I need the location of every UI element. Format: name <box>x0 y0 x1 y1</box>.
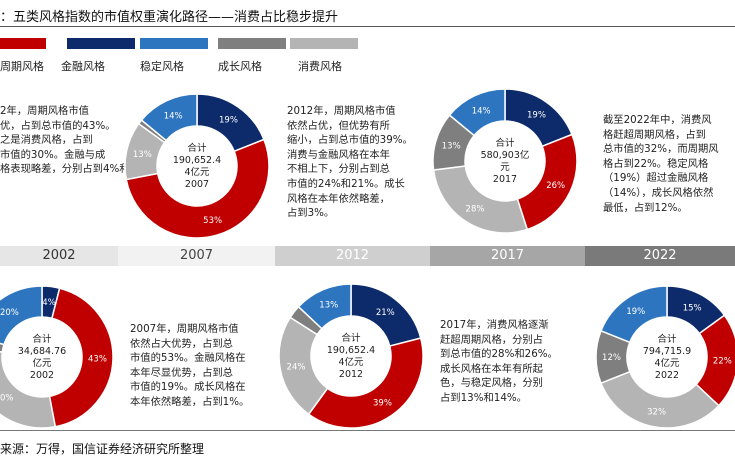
legend-swatch-growth <box>218 38 286 49</box>
donut-center-line-2007-3: 2007 <box>185 179 209 190</box>
legend-swatch-stable <box>140 38 208 49</box>
slice-cycle-2002 <box>48 287 114 428</box>
slice-stable-2017 <box>448 88 506 137</box>
year-label-2022: 2022 <box>643 248 677 263</box>
legend-label-growth: 成长风格 <box>218 60 262 73</box>
donut-center-line-2002-0: 合计 <box>32 333 52 345</box>
slice-label-stable-2012: 13% <box>319 301 338 311</box>
donut-center-line-2012-3: 2012 <box>339 369 363 380</box>
donut-center-line-2017-2: 元 <box>500 162 510 173</box>
legend-swatch-finance <box>67 38 135 49</box>
note-2007: 2007年，周期风格市值 依然占大优势，占到总 市值的53%。金融风格在 本年尽… <box>130 323 250 408</box>
donut-center-line-2002-1: 34,684.76 <box>18 346 66 357</box>
slice-stable-2002 <box>0 285 43 346</box>
year-band-2012: 2012 <box>275 246 430 266</box>
donut-center-line-2002-2: 亿元 <box>32 357 52 369</box>
slice-label-consumer-2002: 30% <box>0 393 13 403</box>
legend-swatch-cycle <box>0 38 46 49</box>
legend-label-consumer: 消费风格 <box>298 60 342 73</box>
year-band-2017: 2017 <box>430 246 585 266</box>
slice-label-cycle-2022: 22% <box>713 356 732 366</box>
slice-cycle-2012 <box>307 337 424 429</box>
slice-label-finance-2007: 19% <box>219 116 238 126</box>
note-2022: 截至2022年中，消费风 格赶超周期风格，占到 总市值的32%，而周期风 格占到… <box>603 114 719 214</box>
donut-center-line-2007-1: 190,652.4 <box>173 155 221 166</box>
slice-label-stable-2002: 20% <box>0 308 19 318</box>
donut-center-line-2017-0: 合计 <box>495 137 515 149</box>
year-label-2012: 2012 <box>335 248 370 263</box>
slice-label-consumer-2017: 28% <box>466 204 485 214</box>
donut-center-line-2012-0: 合计 <box>341 332 361 344</box>
slice-label-finance-2017: 19% <box>527 111 546 121</box>
slice-label-finance-2012: 21% <box>376 308 395 318</box>
slice-label-consumer-2007: 13% <box>133 150 152 160</box>
slice-label-stable-2022: 19% <box>626 307 645 317</box>
slice-label-cycle-2017: 26% <box>546 181 565 191</box>
year-label-2017: 2017 <box>490 248 525 263</box>
donut-center-line-2012-2: 4亿元 <box>338 356 364 368</box>
slice-label-consumer-2022: 32% <box>647 408 666 418</box>
year-label-2007: 2007 <box>179 248 214 263</box>
note-2017: 2017年，消费风格逐渐 赶超周期风格，分别占 到总市值的28%和26%。 成长… <box>440 319 558 404</box>
slice-label-finance-2022: 15% <box>683 304 702 314</box>
slice-stable-2012 <box>297 283 352 330</box>
legend-label-finance: 金融风格 <box>61 60 105 73</box>
slice-label-consumer-2012: 24% <box>287 362 306 372</box>
legend-label-cycle: 周期风格 <box>0 60 44 73</box>
slice-stable-2022 <box>600 285 668 344</box>
figure-title: ：五类风格指数的市值权重演化路径——消费占比稳步提升 <box>0 10 339 25</box>
legend-label-stable: 稳定风格 <box>140 60 184 73</box>
donut-center-line-2022-2: 4亿元 <box>654 357 680 369</box>
note-2002: 2年，周期风格市值 优，占到总市值的43%。 之是消费风格，占到 市值的30%。… <box>0 105 130 176</box>
slice-label-growth-2017: 13% <box>442 141 461 151</box>
slice-stable-2007 <box>140 93 198 142</box>
slice-label-finance-2002: 4% <box>42 298 56 308</box>
source-note: 来源：万得，国信证券经济研究所整理 <box>0 442 205 456</box>
donut-center-line-2022-1: 794,715.9 <box>643 346 691 357</box>
year-band-2002: 2002 <box>0 246 118 266</box>
year-band-2022: 2022 <box>585 246 735 266</box>
slice-label-growth-2022: 12% <box>602 353 621 363</box>
slice-cycle-2007 <box>125 138 270 239</box>
year-band-2007: 2007 <box>118 246 275 266</box>
donut-center-line-2022-0: 合计 <box>657 333 677 345</box>
slice-consumer-2002 <box>0 350 57 429</box>
slice-label-cycle-2007: 53% <box>203 216 222 226</box>
donut-center-line-2017-3: 2017 <box>493 174 517 185</box>
donut-center-line-2012-1: 190,652.4 <box>327 345 375 356</box>
donut-center-line-2007-2: 4亿元 <box>184 166 210 178</box>
slice-label-stable-2017: 14% <box>472 106 491 116</box>
slice-label-cycle-2012: 39% <box>373 398 392 408</box>
bottom-rule <box>0 430 735 431</box>
note-2012: 2012年，周期风格市值 依然占优，但优势有所 缩小，占到总市值的39%。 消费… <box>287 105 413 220</box>
year-label-2002: 2002 <box>42 248 76 263</box>
legend-swatch-consumer <box>290 38 358 49</box>
slice-label-stable-2007: 14% <box>164 111 183 121</box>
title-rule <box>0 26 735 27</box>
donut-center-line-2022-3: 2022 <box>655 370 679 381</box>
donut-center-line-2007-0: 合计 <box>187 142 207 154</box>
donut-center-line-2017-1: 580,903亿 <box>481 149 530 161</box>
slice-label-cycle-2002: 43% <box>88 355 107 365</box>
donut-center-line-2002-3: 2002 <box>30 370 54 381</box>
slice-consumer-2022 <box>600 370 720 429</box>
